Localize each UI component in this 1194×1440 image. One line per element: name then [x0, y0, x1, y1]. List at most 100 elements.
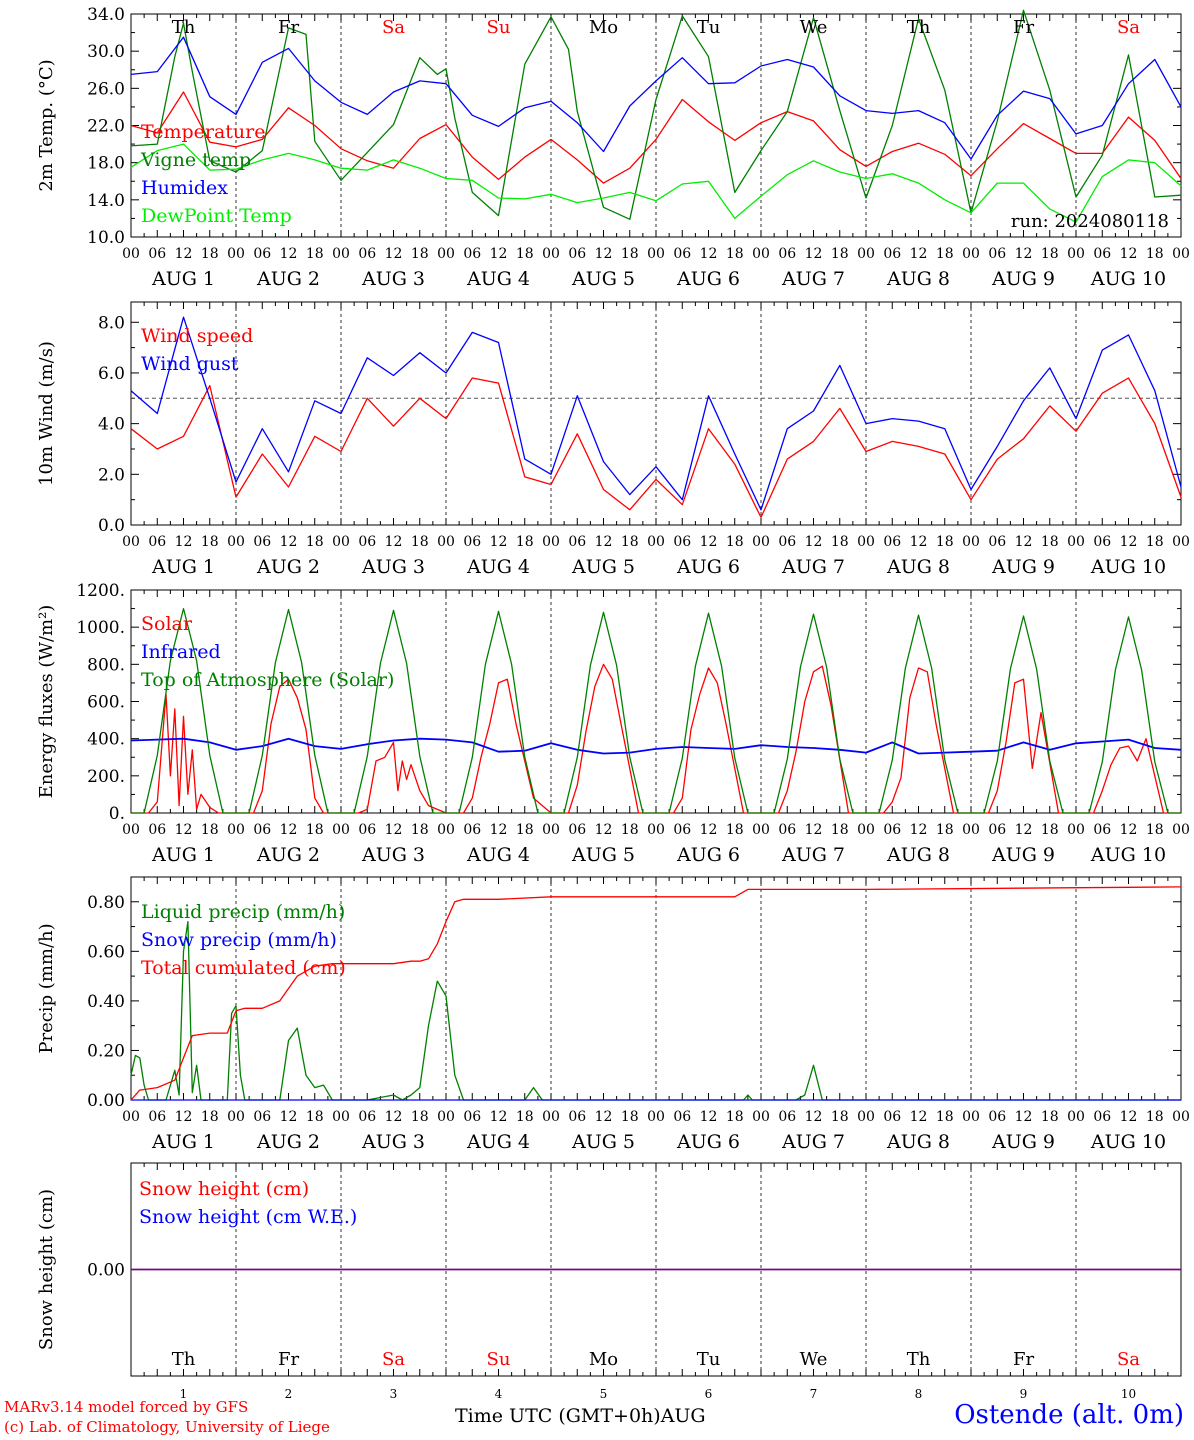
- temperature-series-1-line: [130, 9, 1182, 220]
- wind-hour-label: 06: [778, 534, 796, 550]
- precip-hour-label: 12: [595, 1109, 613, 1125]
- temperature-hour-label: 12: [385, 246, 403, 262]
- energy-hour-label: 06: [253, 822, 271, 838]
- wind-hour-label: 18: [726, 534, 744, 550]
- temperature-hour-label: 12: [1120, 246, 1138, 262]
- temperature-hour-label: 06: [568, 246, 586, 262]
- temperature-hour-label: 18: [1146, 246, 1164, 262]
- temperature-hour-label: 00: [962, 246, 980, 262]
- precip-hour-label: 00: [647, 1109, 665, 1125]
- energy-y-tick-label: 600.: [87, 693, 125, 713]
- energy-hour-label: 18: [1041, 822, 1059, 838]
- precip-hour-label: 18: [201, 1109, 219, 1125]
- precip-day-label: AUG 1: [151, 1131, 215, 1153]
- energy-day-label: AUG 8: [886, 844, 950, 866]
- precip-y-tick-label: 0.00: [87, 1091, 125, 1111]
- wind-hour-label: 00: [1172, 534, 1190, 550]
- day-number-label: 5: [600, 1387, 608, 1400]
- wind-hour-label: 00: [857, 534, 875, 550]
- temperature-hour-label: 00: [542, 246, 560, 262]
- precip-legend-0: Liquid precip (mm/h): [141, 901, 345, 923]
- energy-hour-label: 06: [988, 822, 1006, 838]
- precip-hour-label: 00: [437, 1109, 455, 1125]
- energy-hour-label: 00: [332, 822, 350, 838]
- wind-day-label: AUG 9: [991, 556, 1055, 578]
- precip-hour-label: 12: [280, 1109, 298, 1125]
- temperature-hour-label: 12: [490, 246, 508, 262]
- wind-day-label: AUG 5: [571, 556, 635, 578]
- weekday-label-bottom: Th: [907, 1349, 931, 1370]
- precip-hour-label: 06: [673, 1109, 691, 1125]
- energy-hour-label: 12: [1015, 822, 1033, 838]
- wind-hour-label: 06: [673, 534, 691, 550]
- wind-hour-label: 18: [621, 534, 639, 550]
- wind-day-label: AUG 10: [1090, 556, 1166, 578]
- energy-hour-label: 00: [962, 822, 980, 838]
- temperature-series-3-line: [130, 143, 1182, 223]
- precip-day-label: AUG 2: [256, 1131, 320, 1153]
- temperature-hour-label: 00: [1067, 246, 1085, 262]
- temperature-hour-label: 00: [227, 246, 245, 262]
- temperature-day-label: AUG 6: [676, 268, 740, 290]
- wind-hour-label: 18: [201, 534, 219, 550]
- weekday-label-top: We: [800, 17, 828, 38]
- temperature-hour-label: 06: [463, 246, 481, 262]
- wind-legend-1: Wind gust: [141, 353, 239, 375]
- precip-hour-label: 18: [831, 1109, 849, 1125]
- temperature-hour-label: 18: [621, 246, 639, 262]
- day-number-label: 1: [180, 1387, 188, 1400]
- precip-hour-label: 18: [306, 1109, 324, 1125]
- wind-hour-label: 00: [332, 534, 350, 550]
- temperature-day-label: AUG 9: [991, 268, 1055, 290]
- snow-legend-0: Snow height (cm): [139, 1178, 309, 1200]
- weekday-label-bottom: Fr: [1013, 1349, 1034, 1370]
- wind-hour-label: 18: [306, 534, 324, 550]
- temperature-y-tick-label: 10.0: [87, 228, 125, 248]
- lab-credit: (c) Lab. of Climatology, University of L…: [4, 1418, 330, 1436]
- temperature-hour-label: 18: [411, 246, 429, 262]
- day-number-label: 9: [1020, 1387, 1028, 1400]
- wind-y-tick-label: 8.0: [98, 313, 125, 333]
- wind-hour-label: 18: [831, 534, 849, 550]
- temperature-y-axis-title: 2m Temp. (°C): [36, 59, 57, 191]
- temperature-hour-label: 18: [306, 246, 324, 262]
- wind-hour-label: 12: [280, 534, 298, 550]
- energy-hour-label: 12: [280, 822, 298, 838]
- energy-day-label: AUG 1: [151, 844, 215, 866]
- wind-hour-label: 12: [805, 534, 823, 550]
- precip-series-2-line: [130, 886, 1182, 1101]
- weekday-label-bottom: Su: [487, 1349, 511, 1370]
- precip-hour-label: 18: [516, 1109, 534, 1125]
- temperature-hour-label: 00: [1172, 246, 1190, 262]
- temperature-series-2-line: [130, 36, 1182, 160]
- day-number-label: 8: [915, 1387, 923, 1400]
- precip-hour-label: 06: [568, 1109, 586, 1125]
- wind-hour-label: 00: [227, 534, 245, 550]
- energy-hour-label: 00: [122, 822, 140, 838]
- temperature-hour-label: 00: [647, 246, 665, 262]
- energy-series-1-line: [130, 737, 1182, 755]
- weekday-label-top: Th: [172, 17, 196, 38]
- energy-hour-label: 18: [201, 822, 219, 838]
- wind-hour-label: 06: [1093, 534, 1111, 550]
- energy-frame: [130, 589, 1182, 814]
- temperature-day-label: AUG 5: [571, 268, 635, 290]
- energy-hour-label: 06: [883, 822, 901, 838]
- energy-hour-label: 18: [411, 822, 429, 838]
- wind-hour-label: 00: [122, 534, 140, 550]
- precip-hour-label: 06: [358, 1109, 376, 1125]
- temperature-hour-label: 12: [1015, 246, 1033, 262]
- precip-hour-label: 00: [857, 1109, 875, 1125]
- energy-hour-label: 18: [726, 822, 744, 838]
- energy-series-0-line: [131, 663, 1181, 814]
- precip-hour-label: 00: [1172, 1109, 1190, 1125]
- temperature-hour-label: 06: [778, 246, 796, 262]
- wind-hour-label: 12: [1120, 534, 1138, 550]
- precip-hour-label: 06: [883, 1109, 901, 1125]
- wind-hour-label: 00: [1067, 534, 1085, 550]
- weekday-label-top: Su: [487, 17, 511, 38]
- wind-day-label: AUG 6: [676, 556, 740, 578]
- wind-series-1-line: [130, 316, 1182, 511]
- wind-hour-label: 06: [463, 534, 481, 550]
- temperature-legend-3: DewPoint Temp: [141, 205, 292, 227]
